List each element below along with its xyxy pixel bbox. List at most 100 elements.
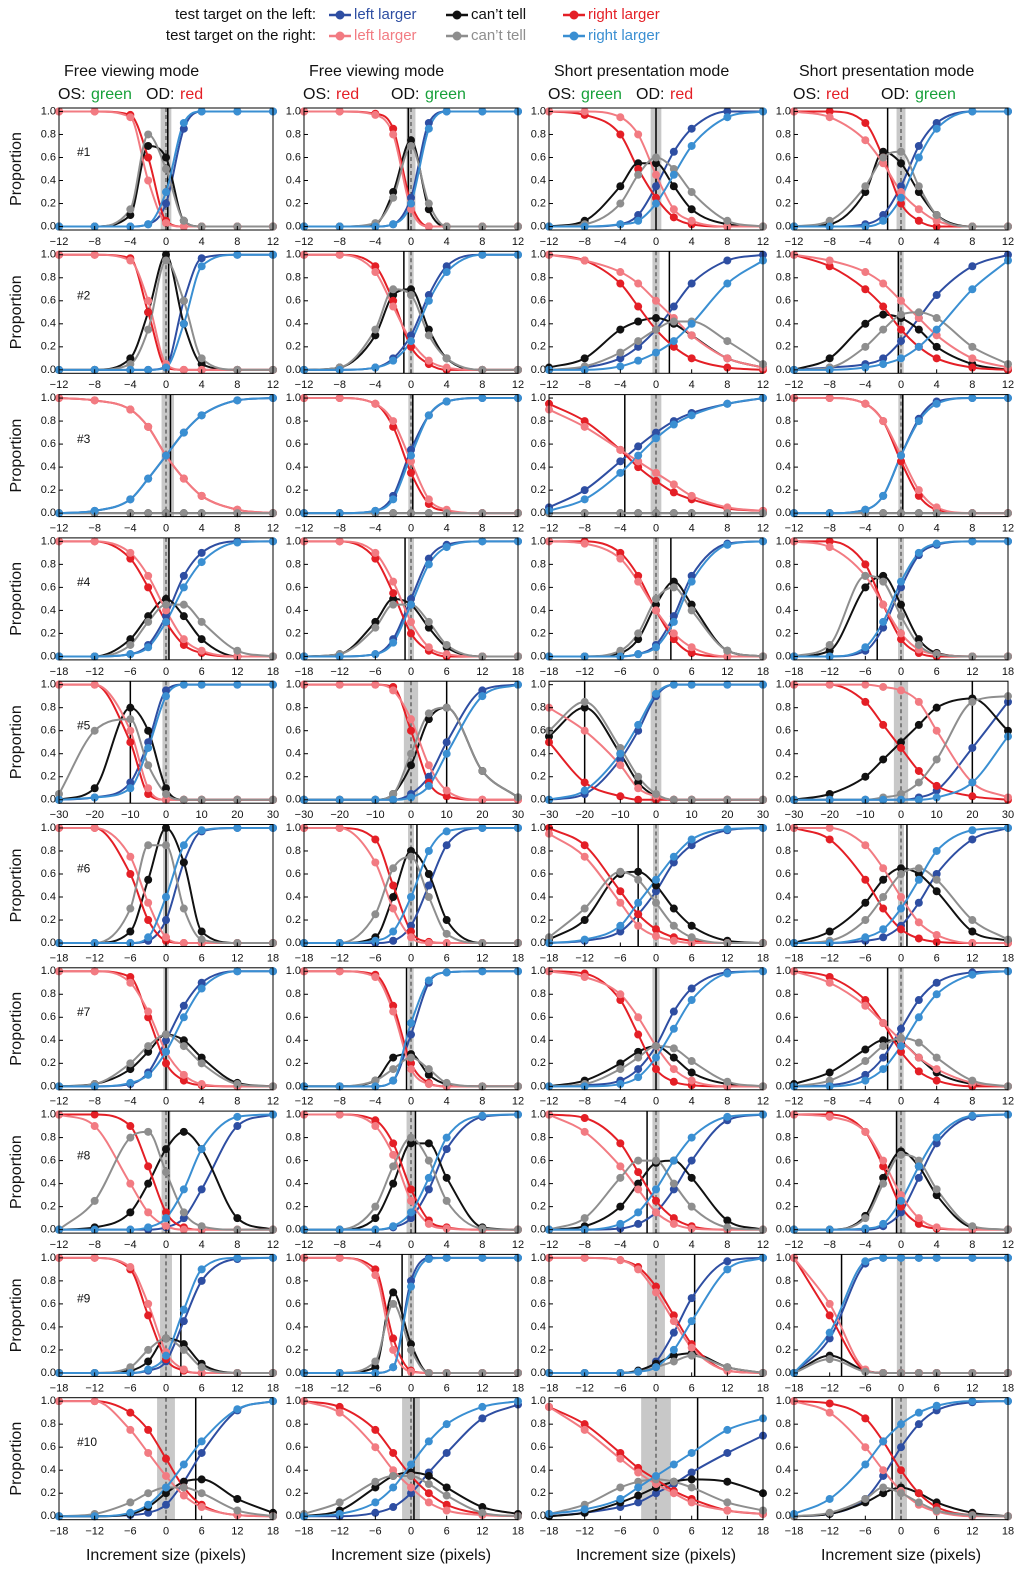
- data-point: [389, 302, 398, 311]
- data-point: [478, 766, 487, 775]
- data-point: [723, 107, 732, 116]
- data-point: [90, 823, 99, 832]
- data-point: [144, 726, 153, 735]
- data-point: [197, 646, 206, 655]
- x-tick-label: 0: [163, 1239, 169, 1251]
- data-point: [233, 646, 242, 655]
- y-tick-label: 0.0: [41, 1367, 56, 1379]
- data-point: [389, 795, 398, 804]
- x-tick-label: 12: [512, 1096, 524, 1108]
- y-tick-label: 0.0: [41, 220, 56, 232]
- data-point: [723, 1223, 732, 1232]
- x-tick-label: 0: [163, 809, 169, 821]
- data-point: [389, 1139, 398, 1148]
- data-point: [478, 107, 487, 116]
- panel: 0.00.20.40.60.81.0−18 −12 −6 0 6 12 18: [286, 822, 524, 965]
- data-point: [126, 1425, 135, 1434]
- band: [408, 967, 414, 1090]
- x-tick-label: −12: [50, 1096, 69, 1108]
- x-tick-label: −4: [859, 523, 872, 535]
- x-tick-label: 6: [199, 1382, 205, 1394]
- data-point: [197, 558, 206, 567]
- y-tick-label: 0.6: [41, 1011, 56, 1023]
- data-point: [652, 193, 660, 202]
- data-point: [825, 256, 834, 265]
- data-point: [442, 354, 451, 363]
- x-tick-label: 12: [1002, 1239, 1014, 1251]
- data-point: [162, 1500, 170, 1509]
- x-tick-label: 0: [653, 1096, 659, 1108]
- y-tick-label: 0.0: [286, 220, 301, 232]
- y-tick-label: 0.8: [41, 1275, 56, 1287]
- y-tick-label: 0.6: [41, 151, 56, 163]
- data-point: [968, 970, 977, 979]
- y-tick-label: 1.0: [286, 1108, 301, 1120]
- data-point: [687, 1057, 696, 1066]
- data-point: [179, 1127, 188, 1136]
- data-point: [424, 222, 433, 231]
- x-tick-label: 0: [898, 379, 904, 391]
- data-point: [687, 1448, 696, 1457]
- data-point: [442, 1483, 451, 1492]
- data-point: [478, 1503, 487, 1512]
- x-tick-label: −8: [578, 236, 591, 248]
- data-point: [90, 680, 99, 689]
- data-point: [652, 325, 660, 334]
- data-point: [144, 743, 153, 752]
- data-point: [669, 1053, 678, 1062]
- data-point: [162, 1351, 170, 1360]
- panel: 0.00.20.40.60.81.0−12 −8 −4 0 4 8 12#3: [41, 392, 279, 535]
- panel: 0.00.20.40.60.81.0−12 −8 −4 0 4 8 12: [776, 965, 1014, 1108]
- data-point: [687, 1317, 696, 1326]
- data-point: [371, 1498, 380, 1507]
- y-tick-label: 0.4: [531, 1034, 546, 1046]
- panel: 0.00.20.40.60.81.0−18 −12 −6 0 6 12 18#4: [41, 535, 279, 678]
- y-tick-label: 1.0: [286, 822, 301, 834]
- data-point: [879, 147, 888, 156]
- data-point: [616, 1173, 625, 1182]
- data-point: [879, 1483, 888, 1492]
- x-tick-label: −6: [124, 952, 137, 964]
- data-point: [407, 1483, 415, 1492]
- data-point: [687, 841, 696, 850]
- data-point: [144, 1013, 153, 1022]
- data-point: [897, 1042, 905, 1051]
- x-tick-label: −18: [540, 1382, 559, 1394]
- y-tick-label: 0.6: [776, 1441, 791, 1453]
- y-tick-label: 0.6: [41, 295, 56, 307]
- data-point: [144, 875, 153, 884]
- data-point: [687, 1076, 696, 1085]
- x-tick-label: −8: [578, 1096, 591, 1108]
- x-tick-label: 0: [163, 379, 169, 391]
- data-point: [478, 537, 487, 546]
- data-point: [914, 778, 923, 787]
- od-label: OD:: [391, 86, 419, 103]
- data-point: [126, 113, 135, 122]
- x-tick-label: −10: [611, 809, 630, 821]
- data-point: [389, 1007, 398, 1016]
- x-tick-label: 8: [479, 236, 485, 248]
- data-point: [389, 577, 398, 586]
- y-tick-label: 0.6: [531, 868, 546, 880]
- os-label: OS:: [793, 86, 821, 103]
- data-point: [179, 1070, 188, 1079]
- x-tick-label: −18: [50, 666, 69, 678]
- data-point: [162, 784, 170, 793]
- y-tick-label: 0.0: [776, 650, 791, 662]
- data-point: [424, 199, 433, 208]
- data-point: [861, 118, 870, 127]
- data-point: [932, 503, 941, 512]
- data-point: [162, 451, 170, 460]
- data-point: [371, 1508, 380, 1517]
- y-tick-label: 0.0: [776, 507, 791, 519]
- x-tick-label: 0: [653, 666, 659, 678]
- x-tick-label: −18: [50, 1382, 69, 1394]
- data-point: [144, 933, 153, 942]
- y-tick-label: 1.0: [776, 249, 791, 261]
- data-point: [144, 784, 153, 793]
- data-point: [723, 1216, 732, 1225]
- data-point: [371, 835, 380, 844]
- x-tick-label: 6: [444, 1382, 450, 1394]
- data-point: [389, 589, 398, 598]
- data-point: [634, 442, 643, 451]
